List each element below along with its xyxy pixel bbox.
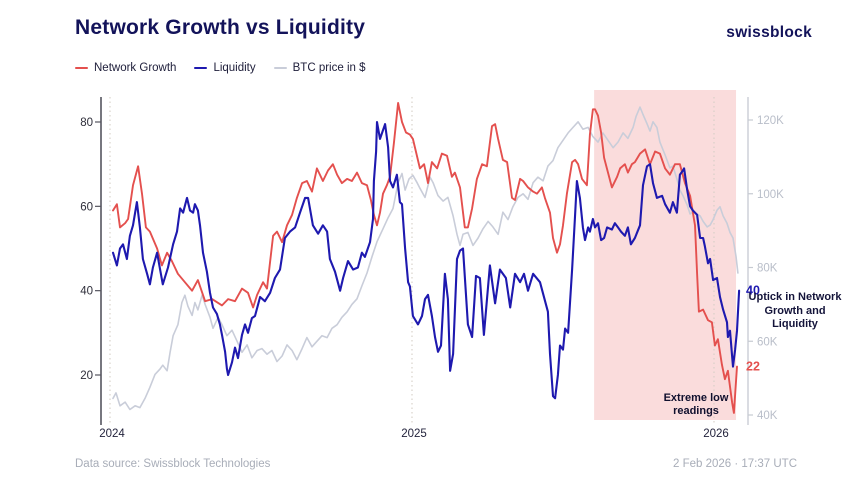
data-source-label: Data source: Swissblock Technologies (75, 458, 271, 470)
right-tick-label: 60K (757, 336, 778, 348)
x-tick-label: 2025 (401, 428, 427, 440)
left-tick-label: 20 (80, 370, 93, 382)
annotation-uptick: Uptick in Network Growth and Liquidity (748, 291, 842, 330)
end-value-label-22: 22 (746, 360, 760, 374)
left-tick-label: 60 (80, 201, 93, 213)
legend-item-network-growth[interactable]: Network Growth (75, 62, 176, 74)
annotation-extreme-low: Extreme low readings (663, 392, 729, 417)
legend-dash-blue (194, 67, 208, 69)
x-tick-label: 2024 (99, 428, 125, 440)
left-tick-label: 40 (80, 286, 93, 298)
right-tick-label: 100K (757, 189, 784, 201)
legend-dash-gray (273, 67, 287, 69)
legend-label: BTC price in $ (292, 62, 366, 74)
right-tick-label: 40K (757, 410, 778, 422)
legend-item-btc-price[interactable]: BTC price in $ (273, 62, 366, 74)
right-tick-label: 120K (757, 115, 784, 127)
series-line-liquidity (111, 120, 741, 400)
series-line-network-growth (112, 102, 738, 414)
page-title: Network Growth vs Liquidity (75, 16, 366, 39)
end-value-label-40: 40 (746, 284, 760, 298)
left-tick-label: 80 (80, 117, 93, 129)
legend-dash-red (75, 67, 88, 69)
right-tick-label: 80K (757, 263, 778, 275)
x-tick-label: 2026 (703, 428, 729, 440)
legend: Network Growth Liquidity BTC price in $ (75, 62, 366, 74)
brand-logo: swissblock (726, 24, 812, 41)
legend-label: Network Growth (94, 62, 177, 74)
legend-item-liquidity[interactable]: Liquidity (194, 62, 256, 74)
timestamp-label: 2 Feb 2026 · 17:37 UTC (672, 458, 797, 470)
highlight-region (594, 90, 737, 420)
series-line-btc-price-in- (112, 106, 739, 411)
legend-label: Liquidity (213, 62, 256, 74)
